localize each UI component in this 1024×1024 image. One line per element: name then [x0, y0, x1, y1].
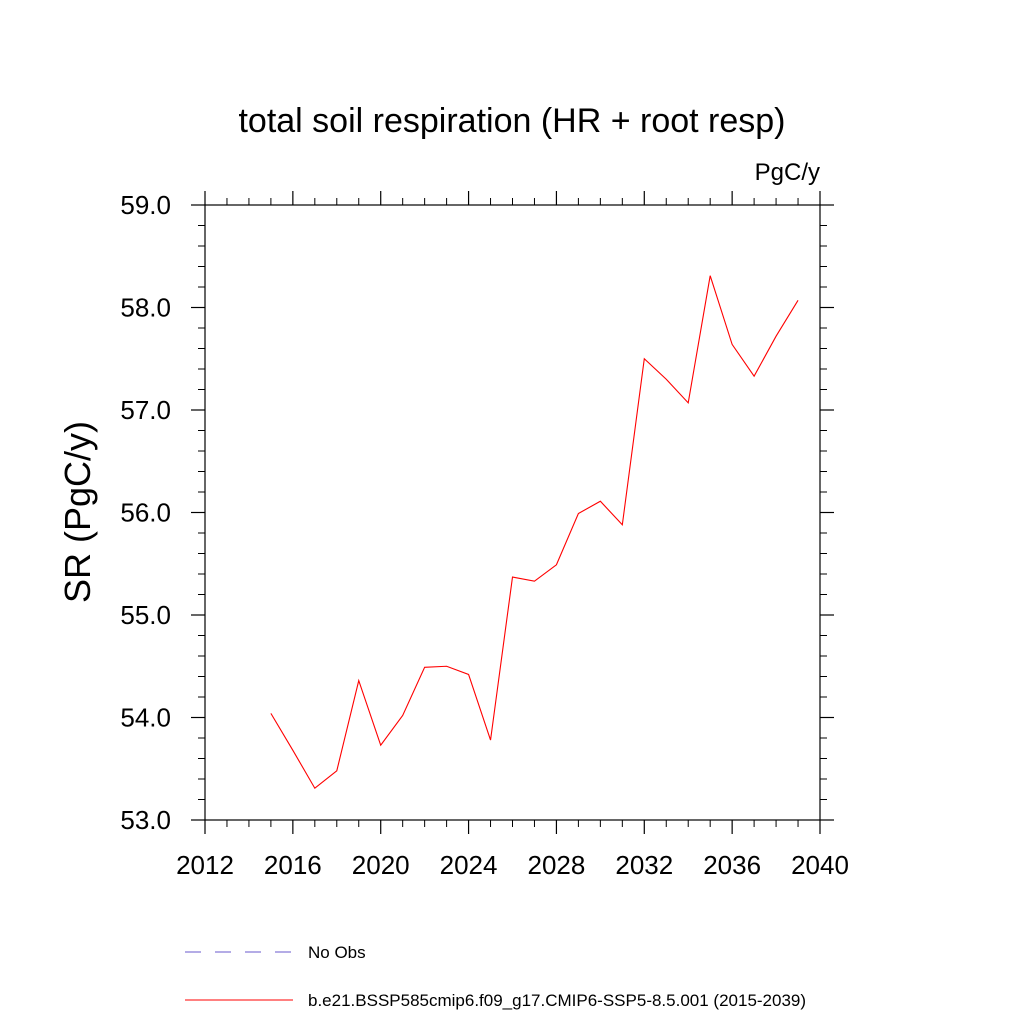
- x-tick-label: 2040: [791, 850, 849, 880]
- units-label: PgC/y: [755, 159, 820, 186]
- legend-label: b.e21.BSSP585cmip6.f09_g17.CMIP6-SSP5-8.…: [308, 991, 806, 1010]
- x-tick-label: 2024: [440, 850, 498, 880]
- y-tick-label: 53.0: [120, 805, 171, 835]
- y-tick-label: 58.0: [120, 293, 171, 323]
- y-tick-label: 56.0: [120, 498, 171, 528]
- x-tick-label: 2012: [176, 850, 234, 880]
- chart-title: total soil respiration (HR + root resp): [238, 102, 785, 140]
- x-tick-label: 2028: [528, 850, 586, 880]
- y-tick-label: 57.0: [120, 395, 171, 425]
- y-tick-labels: 53.0 54.0 55.0 56.0 57.0 58.0 59.0: [120, 190, 171, 835]
- x-tick-labels: 2012 2016 2020 2024 2028 2032 2036 2040: [176, 850, 849, 880]
- axis-ticks: [191, 191, 834, 834]
- y-tick-label: 55.0: [120, 600, 171, 630]
- plot-frame: [204, 204, 821, 821]
- y-tick-label: 54.0: [120, 703, 171, 733]
- y-tick-label: 59.0: [120, 190, 171, 220]
- x-tick-label: 2032: [615, 850, 673, 880]
- series-line: [270, 275, 799, 790]
- series-group: [270, 275, 799, 790]
- legend: No Obs b.e21.BSSP585cmip6.f09_g17.CMIP6-S…: [185, 943, 806, 1010]
- x-tick-label: 2036: [703, 850, 761, 880]
- x-tick-label: 2020: [352, 850, 410, 880]
- x-tick-label: 2016: [264, 850, 322, 880]
- y-axis-label: SR (PgC/y): [57, 421, 98, 603]
- legend-label: No Obs: [308, 943, 366, 962]
